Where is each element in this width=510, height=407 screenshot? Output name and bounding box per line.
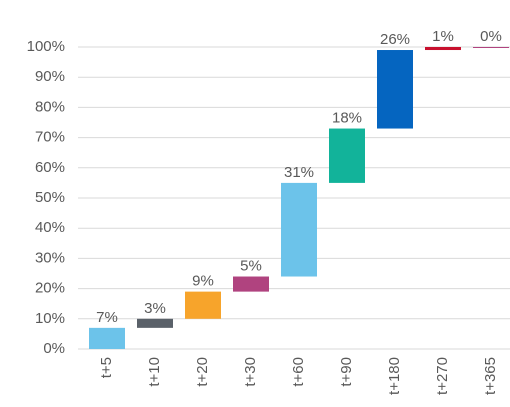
x-tick-label: t+90 bbox=[338, 357, 355, 387]
y-tick-label: 80% bbox=[35, 98, 65, 115]
y-tick-label: 20% bbox=[35, 280, 65, 297]
y-tick-label: 30% bbox=[35, 249, 65, 266]
bar bbox=[329, 128, 365, 183]
y-tick-label: 10% bbox=[35, 310, 65, 327]
bar bbox=[425, 47, 461, 51]
bar bbox=[185, 291, 221, 319]
bar bbox=[89, 327, 125, 349]
value-label: 9% bbox=[192, 273, 214, 290]
bar bbox=[473, 47, 509, 48]
bar bbox=[233, 276, 269, 292]
y-tick-label: 50% bbox=[35, 189, 65, 206]
value-label: 0% bbox=[480, 28, 502, 45]
y-tick-label: 90% bbox=[35, 68, 65, 85]
value-label: 1% bbox=[432, 28, 454, 45]
value-label: 31% bbox=[284, 164, 314, 181]
y-tick-label: 60% bbox=[35, 159, 65, 176]
x-tick-label: t+20 bbox=[194, 357, 211, 387]
bar bbox=[281, 182, 317, 277]
value-label: 5% bbox=[240, 257, 262, 274]
x-tick-label: t+10 bbox=[146, 357, 163, 387]
bar bbox=[377, 50, 413, 129]
value-label: 7% bbox=[96, 309, 118, 326]
y-tick-label: 0% bbox=[43, 340, 65, 357]
y-tick-label: 40% bbox=[35, 219, 65, 236]
x-tick-label: t+30 bbox=[242, 357, 259, 387]
y-tick-label: 100% bbox=[27, 38, 65, 55]
x-tick-label: t+365 bbox=[482, 357, 499, 395]
y-tick-label: 70% bbox=[35, 129, 65, 146]
x-tick-label: t+60 bbox=[290, 357, 307, 387]
value-label: 18% bbox=[332, 110, 362, 127]
value-label: 26% bbox=[380, 31, 410, 48]
bar bbox=[137, 318, 173, 328]
x-tick-label: t+180 bbox=[386, 357, 403, 395]
x-tick-label: t+5 bbox=[98, 357, 115, 378]
x-tick-label: t+270 bbox=[434, 357, 451, 395]
value-label: 3% bbox=[144, 300, 166, 317]
